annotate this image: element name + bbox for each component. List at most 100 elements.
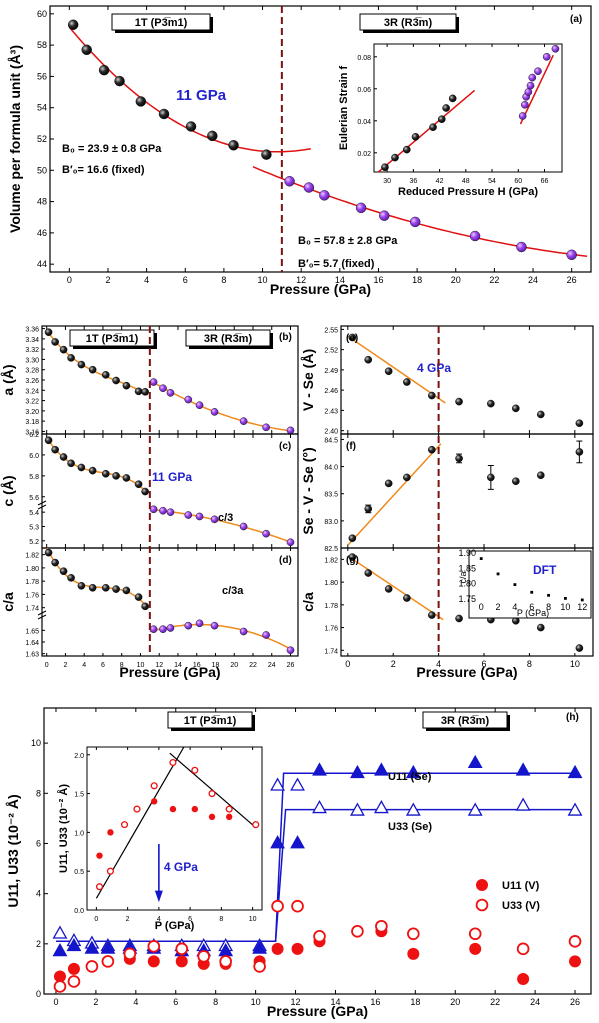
- data-point-d-1t: [101, 583, 110, 592]
- data-point-a-3r: [409, 216, 421, 228]
- inset-y-tick-g: 1.75: [458, 594, 476, 604]
- y-axis-title-a: Volume per formula unit (Å³): [7, 45, 23, 233]
- inset-point-a-1t: [442, 104, 450, 112]
- data-point-b-1t: [67, 354, 75, 362]
- x-tick-label: 4: [82, 662, 86, 669]
- y-axis-title-g: c/a: [300, 592, 316, 612]
- data-point-c-3r: [286, 538, 295, 547]
- x-axis-title-g: Pressure (GPa): [416, 664, 517, 680]
- data-point-g: [403, 594, 411, 602]
- data-point-u11-v: [147, 955, 160, 968]
- data-point-d-1t: [77, 582, 86, 590]
- data-point-u33-v: [101, 955, 115, 968]
- x-tick-label: 6: [188, 916, 192, 923]
- data-point-u11-se: [405, 764, 421, 779]
- inset-point-h-u33: [133, 805, 141, 813]
- x-axis-title-d: Pressure (GPa): [119, 664, 220, 680]
- y-tick-label: 84.0: [324, 465, 338, 472]
- inset-point-h-u33: [208, 790, 216, 798]
- data-point-d-1t: [59, 567, 68, 576]
- y-tick-label: 2: [36, 939, 41, 949]
- x-tick-label: 10: [137, 662, 145, 669]
- y-tick-label: 6.0: [29, 453, 39, 460]
- x-tick-label: 54: [488, 178, 496, 185]
- y-tick-label: 5.2: [29, 539, 39, 546]
- inset-frame-h: [86, 746, 263, 911]
- data-point-c-1t: [141, 487, 149, 496]
- fit-step-u33-se: [56, 808, 575, 943]
- phase-label-b-right: 3R (R3̅m): [204, 333, 253, 345]
- inset-point-a-3r: [542, 53, 551, 61]
- x-tick-label: 14: [335, 275, 345, 285]
- x-tick-label: 24: [530, 997, 540, 1007]
- inset-y-title-a: Eulerian Strain f: [338, 65, 350, 150]
- data-point-u33-se: [567, 802, 583, 816]
- data-point-u11-se: [252, 940, 268, 954]
- data-point-f: [348, 534, 357, 543]
- data-point-c-3r: [166, 508, 175, 516]
- data-point-u33-v: [219, 955, 232, 968]
- data-point-u11-se: [515, 762, 531, 776]
- inset-x-tick-g: 12: [577, 602, 587, 612]
- inset-arrow-head-h: [154, 890, 163, 903]
- inset-point-h-u33: [120, 821, 129, 829]
- data-point-u11-v: [53, 970, 66, 983]
- y-tick-label: 1.76: [25, 592, 39, 599]
- data-point-d-1t: [112, 585, 120, 593]
- y-tick-label: 1.5: [74, 792, 84, 799]
- data-point-g: [364, 569, 373, 577]
- y-tick-label: 3.24: [25, 388, 39, 395]
- legend-marker-u33-v: [475, 898, 489, 912]
- data-point-c-3r: [210, 515, 219, 524]
- data-point-u33-v: [516, 942, 530, 956]
- y-tick-label: 2.0: [74, 753, 84, 760]
- data-point-u11-se: [290, 835, 305, 849]
- y-tick-label: 3.36: [25, 327, 39, 334]
- inset-point-a-3r: [518, 112, 527, 120]
- y-tick-label: 1.80: [25, 566, 39, 573]
- y-tick-label: 5.3: [29, 525, 39, 532]
- data-point-c-1t: [67, 459, 75, 468]
- y-tick-label: 5.8: [29, 474, 39, 481]
- data-point-c-3r: [184, 511, 193, 519]
- x-tick-label: 42: [436, 178, 444, 185]
- inset-point-h-u33: [95, 883, 104, 891]
- y-tick-label: 0.06: [357, 87, 371, 94]
- y-tick-label: 5.6: [29, 495, 39, 502]
- y-tick-label: 0.04: [357, 119, 371, 126]
- x-tick-label: 30: [383, 178, 391, 185]
- y-axis-title-b: a (Å): [0, 364, 16, 395]
- panel-label-d: (d): [279, 555, 292, 566]
- x-tick-label: 0: [345, 659, 350, 669]
- data-point-u11-v: [67, 962, 80, 975]
- y-tick-label: 58: [37, 40, 47, 50]
- y-tick-label: 5.4: [29, 510, 39, 517]
- data-point-f: [455, 454, 463, 463]
- x-tick-label: 2: [391, 659, 396, 669]
- x-tick-label: 20: [451, 275, 461, 285]
- y-axis-title-c: c (Å): [0, 475, 16, 506]
- phase-box: [111, 13, 211, 31]
- data-point-f: [536, 471, 545, 480]
- y-tick-label: 2.46: [324, 388, 338, 395]
- data-point-e: [348, 333, 357, 342]
- data-point-a-1t: [81, 44, 92, 56]
- inset-point-h-u11: [169, 805, 177, 813]
- y-tick-label: 48: [37, 197, 47, 207]
- data-point-u33-v: [67, 975, 81, 988]
- inset-point-h-u33: [191, 766, 199, 774]
- y-tick-label: 44: [37, 259, 47, 269]
- plot-frame-f: [340, 433, 594, 549]
- inset-point-h-u33: [106, 867, 114, 875]
- fit-line-e: [347, 335, 446, 404]
- data-point-b-3r: [166, 389, 175, 397]
- data-point-u33-v: [253, 960, 266, 973]
- data-point-u11-se: [312, 762, 327, 776]
- data-point-b-1t: [77, 360, 86, 369]
- phase-box: [69, 329, 155, 347]
- x-tick-label: 18: [412, 275, 422, 285]
- data-point-u33-se: [467, 802, 483, 816]
- y-tick-label: 1.74: [25, 606, 39, 613]
- y-axis-title-f: Se - V - Se (°): [300, 447, 316, 534]
- data-point-u33-v: [375, 919, 388, 933]
